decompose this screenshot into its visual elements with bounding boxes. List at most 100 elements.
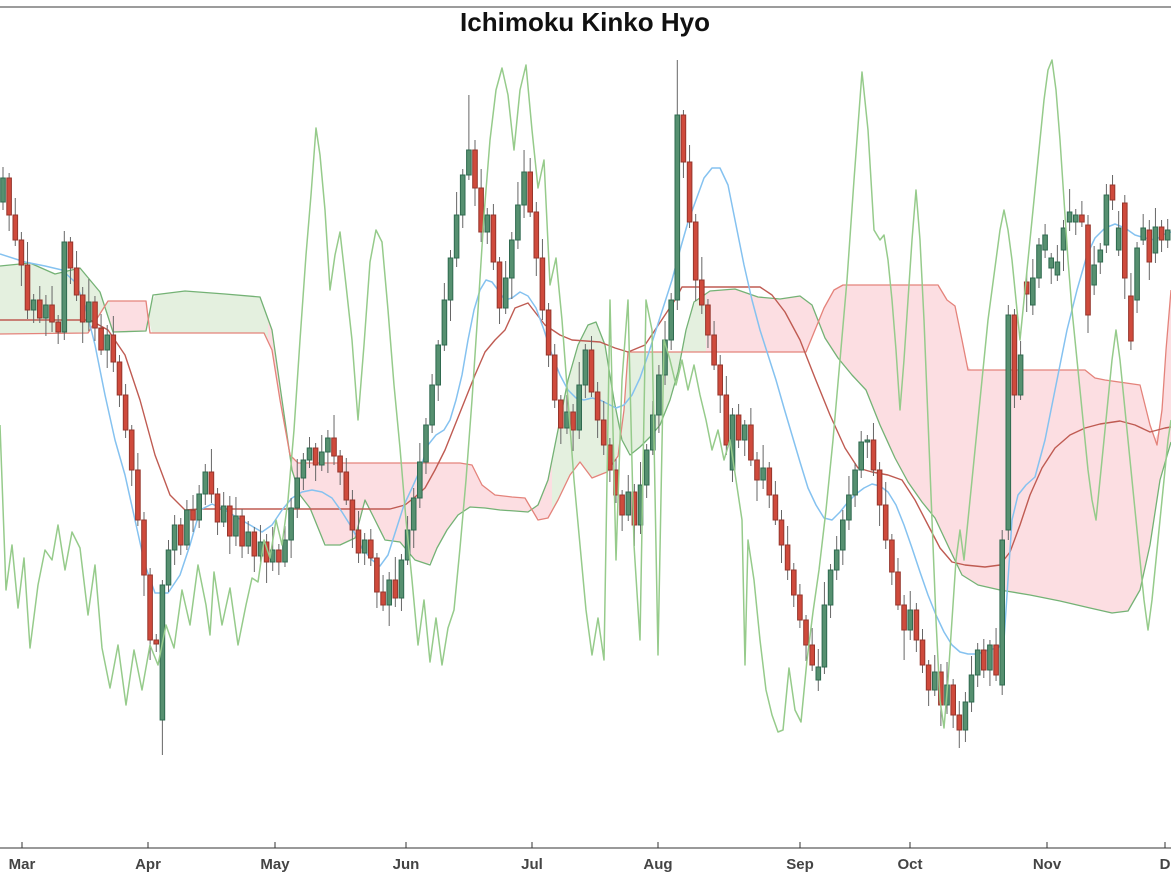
candle-up [306,447,313,461]
candle-down [778,519,785,546]
kumo-cloud-green [148,291,268,342]
candle-down [312,447,319,466]
candle-down [490,214,497,263]
candle-down [368,539,374,559]
candle-up [509,239,515,279]
candle-down [619,494,625,516]
candle-up [674,114,681,301]
candle-up [417,461,423,499]
candle-up [171,524,178,551]
chikou-layer [0,59,1171,733]
candle-up [656,374,662,416]
candle-down [276,549,282,563]
candle-down [343,471,350,501]
kumo-cloud-pink [815,285,1171,613]
candle-down [527,171,534,213]
candle-down [754,459,760,481]
candle-down [331,437,337,457]
candle-down [98,327,104,351]
candle-down [870,439,877,471]
candle-down [545,309,552,356]
candle-up [447,257,454,301]
x-axis-layer: Mar Apr May Jun Jul Aug Sep Oct Nov D [0,6,1171,873]
candle-up [827,569,834,606]
candle-down [772,494,779,521]
candle-up [1060,227,1067,251]
candle-down [717,364,724,396]
candle-down [116,361,123,396]
candle-down [337,455,343,473]
x-axis-tick-label: Jun [393,856,420,873]
candle-down [594,391,601,421]
candle-up [1140,227,1147,241]
candle-up [441,299,448,346]
candle-down [993,644,999,676]
candle-down [889,539,895,573]
kumo-cloud-green [552,293,706,511]
candle-down [600,419,607,446]
candle-up [1152,226,1159,254]
candle-down [135,469,141,521]
candle-up [760,467,766,481]
candle-down [355,529,362,554]
x-axis-tick-label: D [1160,856,1171,873]
candle-up [815,666,822,681]
candle-down [214,493,221,523]
candle-up [1066,211,1073,223]
candle-up [43,304,49,319]
candle-up [435,344,441,386]
candle-up [61,241,68,333]
x-axis-tick-label: Nov [1033,856,1062,873]
candle-up [1115,227,1122,251]
x-axis-tick-label: Aug [643,856,672,873]
candle-up [453,214,460,259]
candle-up [840,519,846,551]
candle-up [288,507,294,541]
candle-up [1103,194,1110,246]
candle-down [239,515,245,547]
candle-up [294,477,300,509]
candle-up [662,339,668,376]
candle-down [153,639,159,645]
x-axis-tick-label: Oct [897,856,922,873]
candle-up [846,494,852,521]
candle-up [821,604,828,668]
candle-down [558,399,564,429]
candle-up [282,539,288,563]
candle-up [1164,229,1171,241]
candle-down [631,491,638,526]
candle-down [981,649,987,671]
candle-up [968,674,975,703]
candle-down [791,569,797,596]
x-axis-tick-label: Jul [521,856,543,873]
x-axis-tick-label: Mar [9,856,36,873]
candle-up [361,539,368,554]
candle-down [956,714,963,731]
candle-down [1146,229,1153,263]
candle-up [643,449,650,486]
candle-up [1017,354,1024,396]
candle-down [950,684,957,716]
candle-up [932,671,938,691]
candle-down [110,334,117,363]
candle-down [699,279,705,306]
candle-down [122,394,129,431]
candle-up [1048,257,1055,269]
candle-down [711,334,717,366]
candle-down [128,429,135,471]
candle-down [925,664,932,691]
candle-down [735,414,742,441]
candle-up [245,531,251,547]
candle-up [1091,264,1097,286]
candle-down [723,394,730,446]
kumo-cloud-pink [300,460,552,565]
candle-down [570,411,576,431]
senkou-span-a-line [0,262,1171,614]
candle-down [79,294,86,323]
candle-down [692,221,699,281]
candle-down [784,544,791,571]
candle-up [410,497,417,531]
kumo-cloud-pink [706,289,815,352]
candle-up [650,414,656,451]
